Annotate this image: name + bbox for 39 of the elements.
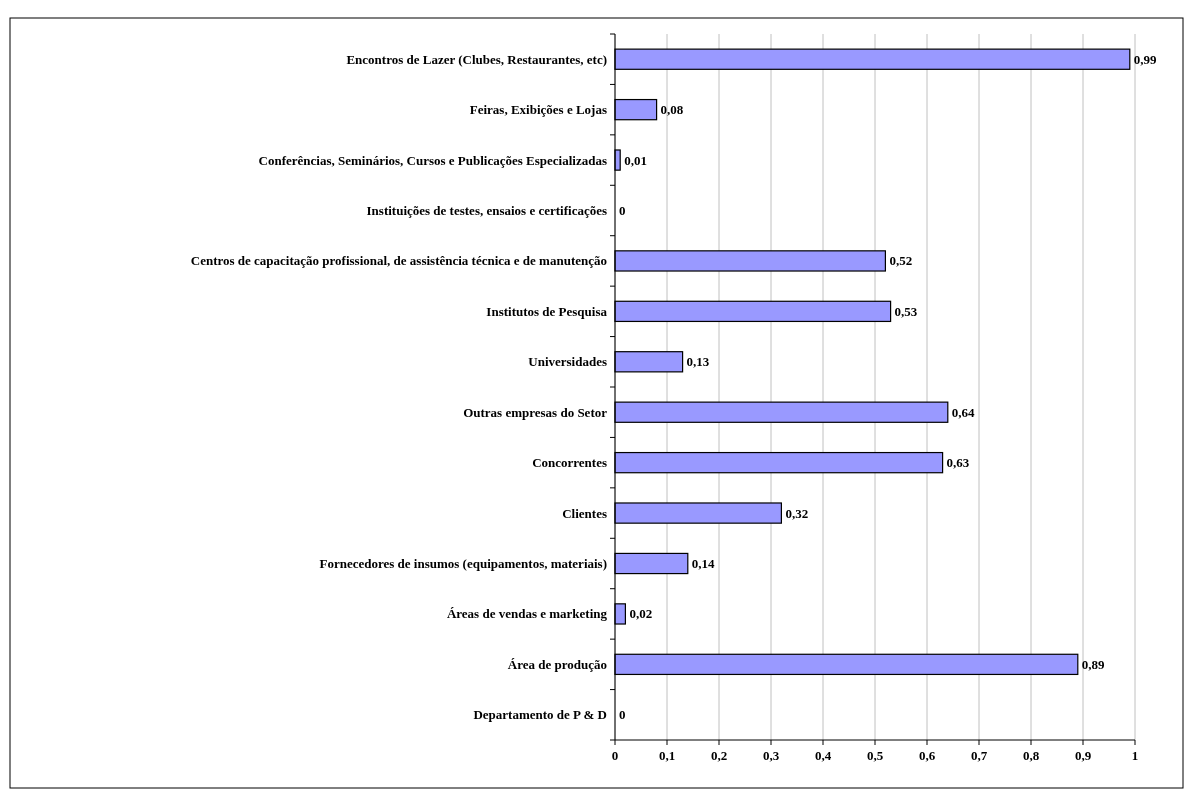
y-tick-label: Institutos de Pesquisa [486, 303, 608, 319]
x-tick-label: 0,4 [814, 748, 832, 763]
y-tick-label: Encontros de Lazer (Clubes, Restaurantes, etc) [346, 51, 607, 67]
y-tick-label: Outras empresas do Setor [463, 404, 608, 420]
y-tick-label: Centros de capacitação profissional, de assistência técnica e de manutenção [190, 253, 607, 269]
data-label: 0,32 [785, 505, 809, 521]
x-tick-label: 0,9 [1074, 748, 1092, 763]
x-tick-label: 0,8 [1022, 748, 1040, 763]
x-tick-label: 0,5 [866, 748, 884, 763]
data-label: 0 [619, 203, 626, 219]
y-tick-label: Universidades [528, 354, 607, 370]
x-tick-label: 0,7 [970, 748, 988, 763]
x-tick-label: 0,3 [762, 748, 780, 763]
x-tick-label: 0,1 [658, 748, 676, 763]
data-label: 0,53 [894, 303, 918, 319]
data-label: 0 [619, 707, 626, 723]
y-tick-label: Concorrentes [532, 455, 607, 471]
data-label: 0,89 [1081, 656, 1106, 672]
x-tick-label: 0,6 [918, 748, 936, 763]
data-label: 0,14 [691, 556, 716, 572]
x-tick-label: 0,2 [710, 748, 728, 763]
y-tick-label: Área de produção [507, 656, 607, 672]
data-label: 0,63 [946, 455, 970, 471]
data-label: 0,99 [1133, 51, 1158, 67]
x-tick-label: 0 [611, 748, 619, 763]
y-tick-label: Áreas de vendas e marketing [446, 606, 608, 622]
y-tick-label: Conferências, Seminários, Cursos e Publicações Especializadas [258, 152, 607, 168]
data-label: 0,01 [624, 152, 647, 168]
y-tick-label: Feiras, Exibições e Lojas [469, 102, 607, 118]
data-label: 0,13 [686, 354, 710, 370]
data-label: 0,02 [629, 606, 653, 622]
y-tick-label: Clientes [562, 505, 607, 521]
data-label: 0,64 [951, 404, 976, 420]
data-label: 0,52 [889, 253, 913, 269]
data-label: 0,08 [660, 102, 684, 118]
x-tick-label: 1 [1131, 748, 1139, 763]
y-tick-label: Fornecedores de insumos (equipamentos, materiais) [319, 556, 607, 572]
y-tick-label: Instituições de testes, ensaios e certificações [366, 203, 607, 219]
y-tick-label: Departamento de P & D [473, 707, 607, 723]
